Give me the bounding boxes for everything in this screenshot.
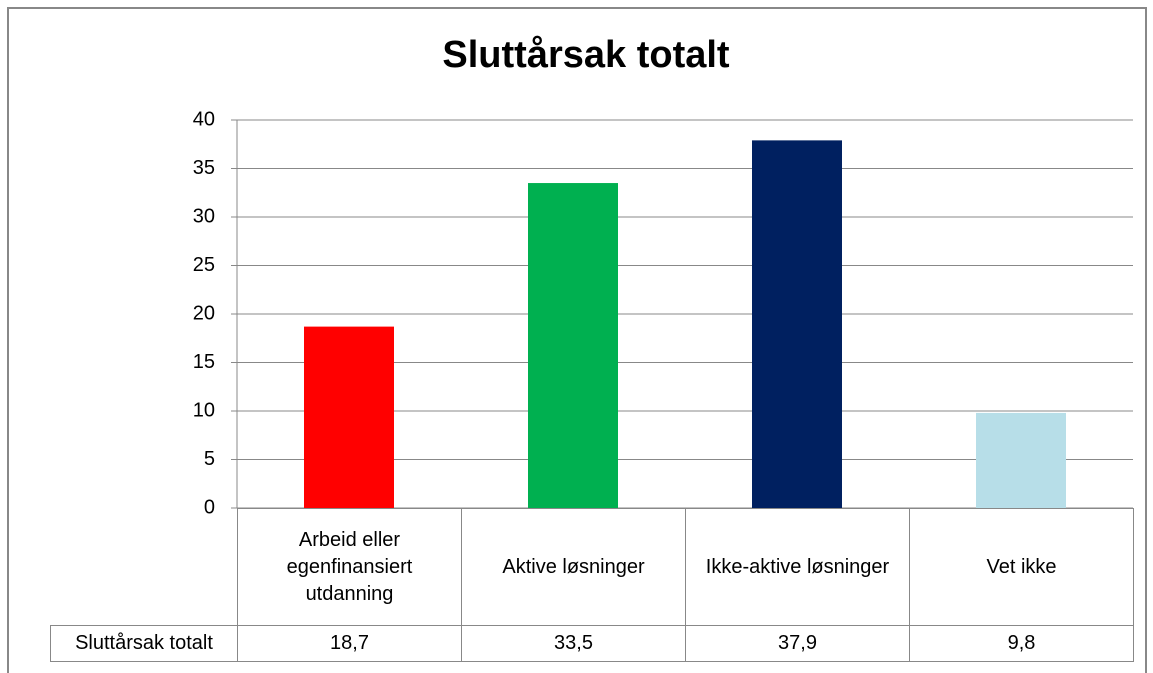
category-cell: Aktive løsninger bbox=[461, 508, 686, 626]
chart-title: Sluttårsak totalt bbox=[442, 34, 730, 76]
chart-border bbox=[7, 7, 1147, 673]
value-cell: 33,5 bbox=[461, 625, 686, 662]
value-cell: 18,7 bbox=[237, 625, 462, 662]
y-tick-label: 35 bbox=[193, 157, 215, 179]
y-tick-label: 40 bbox=[193, 108, 215, 130]
category-cell: Ikke-aktive løsninger bbox=[685, 508, 910, 626]
bar bbox=[528, 183, 618, 509]
y-tick-label: 5 bbox=[204, 448, 215, 470]
y-tick-label: 0 bbox=[204, 496, 215, 518]
category-cell: Arbeid eller egenfinansiert utdanning bbox=[237, 508, 462, 626]
y-tick-label: 30 bbox=[193, 205, 215, 227]
y-tick-label: 25 bbox=[193, 254, 215, 276]
bar bbox=[976, 412, 1066, 508]
y-tick-label: 15 bbox=[193, 351, 215, 373]
y-tick-label: 20 bbox=[193, 302, 215, 324]
bar bbox=[304, 326, 394, 508]
y-tick-label: 10 bbox=[193, 399, 215, 421]
value-cell: 9,8 bbox=[909, 625, 1134, 662]
bar bbox=[752, 140, 842, 508]
value-cell: 37,9 bbox=[685, 625, 910, 662]
category-cell: Vet ikke bbox=[909, 508, 1134, 626]
series-name-cell: Sluttårsak totalt bbox=[50, 625, 238, 662]
